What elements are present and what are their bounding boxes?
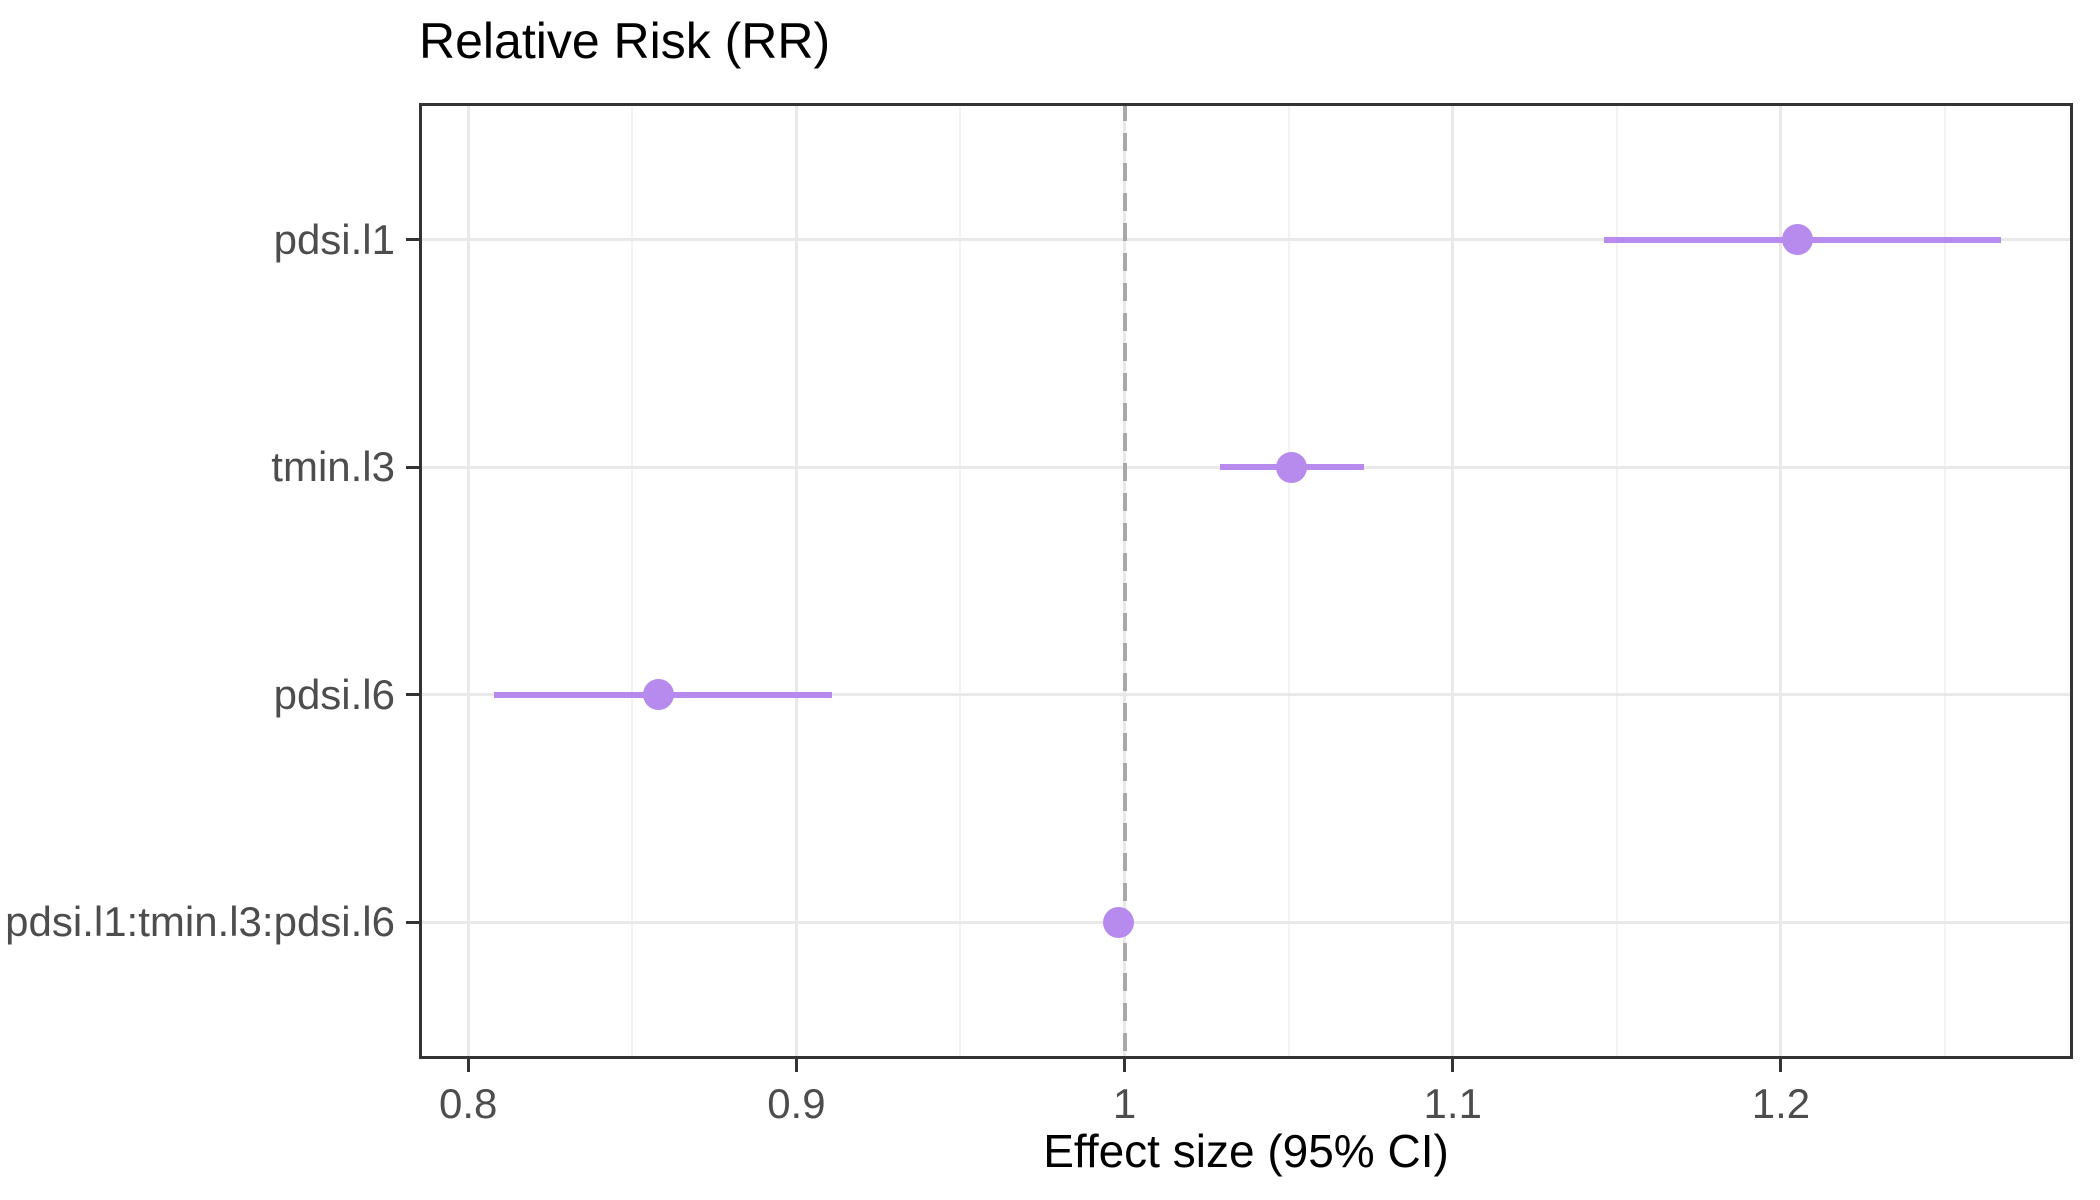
y-tick-mark: [406, 920, 419, 924]
grid-major-v: [794, 103, 798, 1059]
panel-border: [419, 103, 2073, 1059]
grid-minor-v: [1287, 103, 1290, 1059]
grid-minor-v: [959, 103, 962, 1059]
grid-minor-v: [1944, 103, 1946, 1059]
y-tick-mark: [406, 465, 419, 469]
y-category-label: pdsi.l6: [273, 670, 395, 718]
x-tick-mark: [794, 1059, 798, 1072]
estimate-point: [643, 679, 675, 711]
x-tick-mark: [1779, 1059, 1783, 1072]
x-tick-label: 1.2: [1751, 1080, 1811, 1127]
grid-major-v: [466, 103, 470, 1059]
grid-major-h: [419, 693, 2073, 697]
x-tick-label: 0.8: [439, 1080, 498, 1127]
estimate-point: [1102, 906, 1134, 938]
x-tick-label: 0.9: [767, 1080, 826, 1127]
y-tick-mark: [406, 693, 419, 697]
estimate-point: [1276, 451, 1308, 483]
y-category-label: pdsi.l1:tmin.l3:pdsi.l6: [5, 898, 395, 946]
y-category-label: tmin.l3: [271, 443, 395, 491]
grid-minor-v: [631, 103, 634, 1059]
reference-line: [1122, 103, 1127, 1059]
x-tick-label: 1.1: [1423, 1080, 1482, 1127]
x-tick-mark: [1123, 1059, 1127, 1072]
y-tick-mark: [406, 238, 419, 242]
y-category-label: pdsi.l1: [273, 215, 395, 263]
grid-major-v: [1779, 103, 1783, 1059]
estimate-point: [1781, 224, 1813, 256]
grid-minor-v: [1615, 103, 1618, 1059]
x-tick-mark: [466, 1059, 470, 1072]
grid-major-v: [1451, 103, 1455, 1059]
x-tick-mark: [1451, 1059, 1455, 1072]
x-tick-label: 1: [1112, 1080, 1137, 1127]
grid-major-h: [419, 238, 2073, 242]
x-axis-title: Effect size (95% CI): [1043, 1125, 1449, 1177]
chart-title: Relative Risk (RR): [419, 13, 831, 69]
grid-major-h: [419, 920, 2073, 924]
